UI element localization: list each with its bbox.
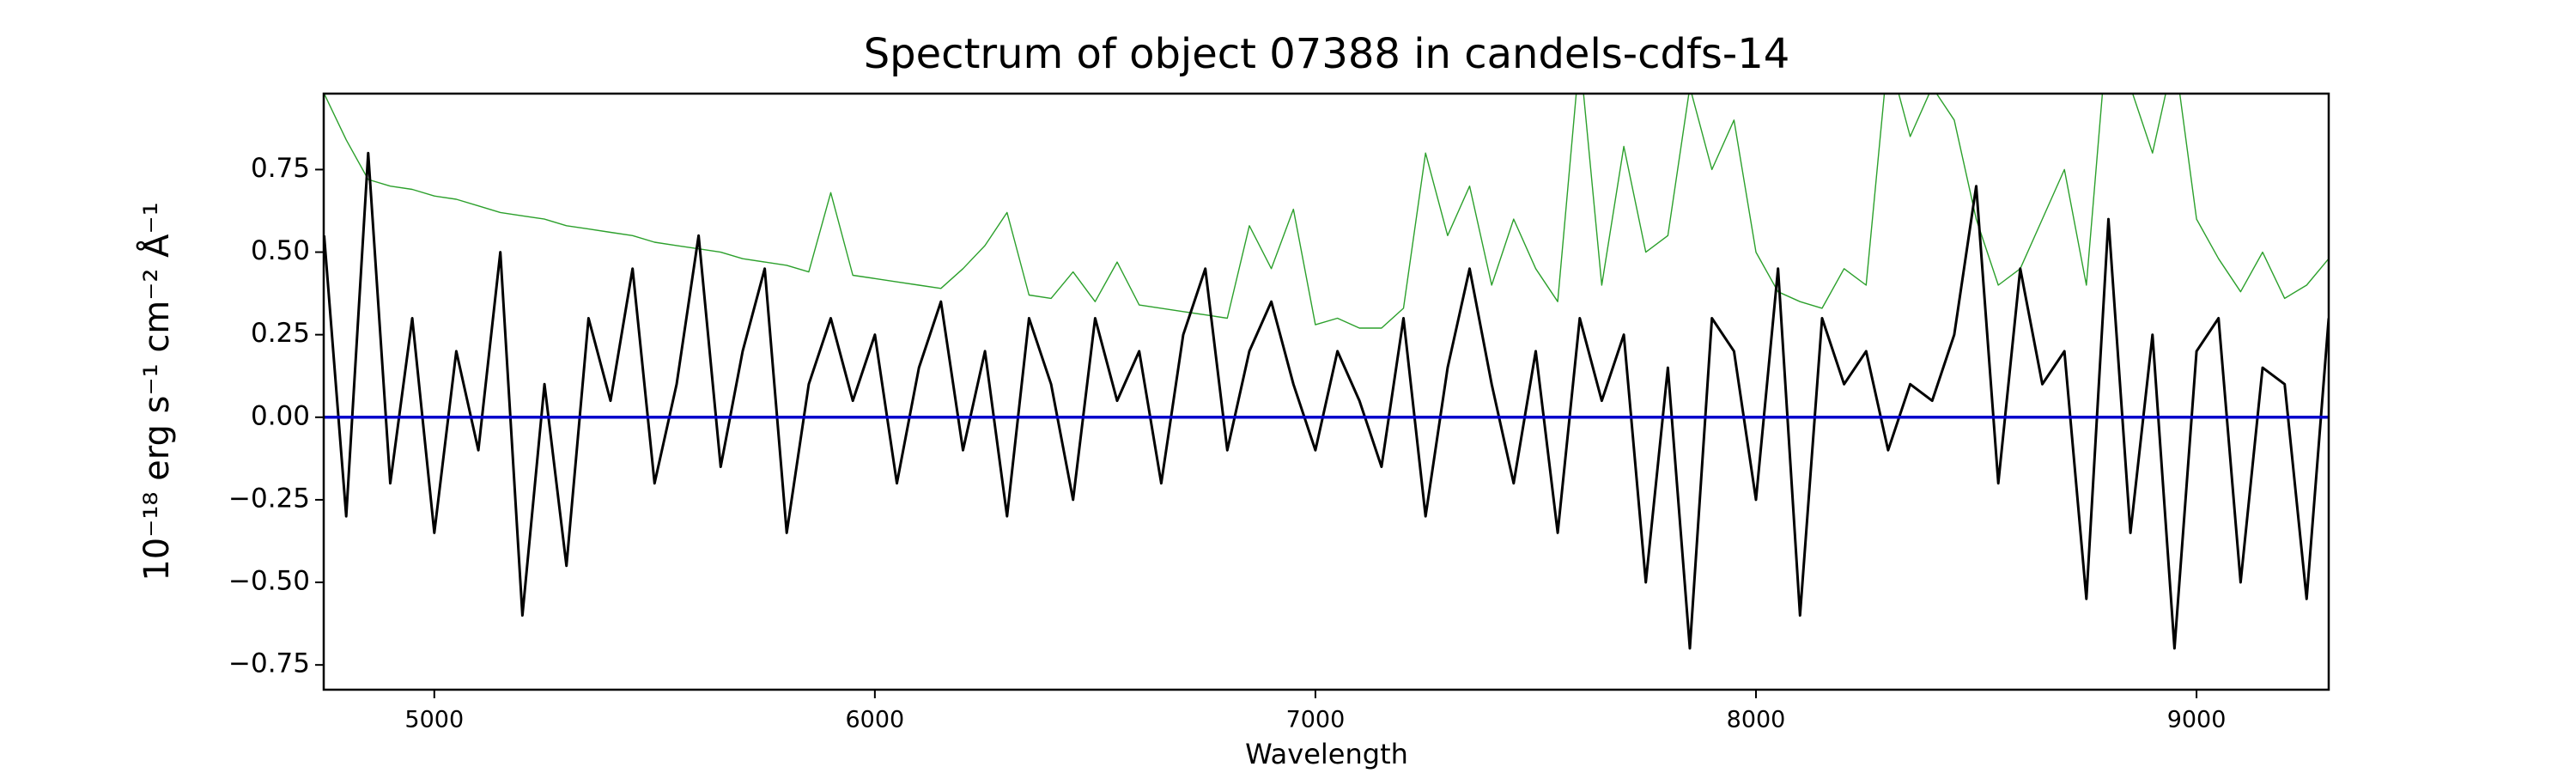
x-tick-label: 7000 <box>1286 707 1346 733</box>
y-tick-label: −0.75 <box>228 648 310 679</box>
y-tick-label: 0.00 <box>251 400 310 431</box>
x-tick-label: 9000 <box>2167 707 2227 733</box>
spectrum-line <box>324 151 2329 650</box>
y-tick-label: −0.50 <box>228 566 310 597</box>
x-axis-label: Wavelength <box>1245 738 1408 770</box>
y-axis-label: 10⁻¹⁸ erg s⁻¹ cm⁻² Å⁻¹ <box>136 202 177 581</box>
chart-title: Spectrum of object 07388 in candels-cdfs… <box>864 30 1790 78</box>
y-tick-label: 0.25 <box>251 318 310 349</box>
plot-frame <box>322 92 2330 691</box>
y-tick-label: 0.50 <box>251 235 310 266</box>
spectrum-line <box>324 94 2329 329</box>
x-tick-label: 6000 <box>845 707 904 733</box>
plot-area <box>324 94 2329 650</box>
x-tick-label: 5000 <box>404 707 464 733</box>
y-tick-label: −0.25 <box>228 483 310 514</box>
x-tick-label: 8000 <box>1727 707 1786 733</box>
y-tick-label: 0.75 <box>251 153 310 184</box>
